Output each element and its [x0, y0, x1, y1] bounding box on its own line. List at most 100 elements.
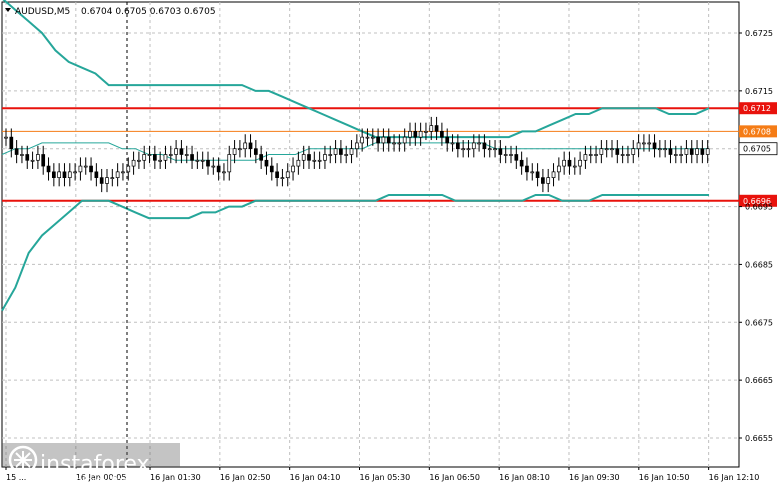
current-price-tag — [738, 142, 778, 156]
candle-body — [264, 159, 269, 167]
candle-body — [275, 171, 279, 178]
candle-body — [551, 171, 556, 178]
candle-body — [615, 148, 620, 155]
candle-body — [663, 148, 668, 151]
candle-body — [493, 148, 497, 151]
x-tick-label: 16 Jan 12:10 — [709, 473, 760, 482]
candle-body — [115, 171, 120, 178]
current-price-label: 0.6705 — [743, 145, 771, 154]
candle-body — [642, 142, 646, 145]
candle-body — [647, 142, 652, 145]
candle-body — [466, 148, 471, 151]
candle-body — [339, 148, 343, 155]
candle-body — [51, 171, 56, 178]
candle-body — [413, 131, 418, 138]
candle-body — [604, 148, 609, 151]
candle-body — [253, 148, 258, 155]
y-tick-label: 0.6725 — [745, 29, 773, 38]
candle-body — [179, 148, 184, 155]
x-tick-label: 16 Jan 08:10 — [499, 473, 550, 482]
candle-body — [163, 154, 168, 161]
candle-body — [211, 165, 216, 168]
candle-body — [689, 148, 694, 155]
candle-body — [626, 154, 630, 156]
candle-body — [700, 148, 705, 155]
candle-body — [514, 154, 519, 161]
candle-body — [57, 171, 62, 178]
candle-body — [392, 142, 396, 145]
candle-body — [556, 165, 561, 173]
candle-body — [62, 171, 67, 178]
candle-body — [503, 154, 508, 156]
candle-body — [620, 154, 625, 156]
candle-body — [126, 165, 131, 173]
candle-body — [238, 148, 242, 151]
x-tick-label: 16 Jan 00:05 — [76, 473, 127, 482]
candle-body — [41, 154, 46, 167]
symbol-label: AUDUSD,M5 — [15, 7, 70, 17]
candle-body — [631, 148, 636, 155]
watermark-brand: instaforex — [40, 452, 150, 477]
y-tick-label: 0.6695 — [745, 203, 773, 212]
candle-body — [610, 148, 614, 151]
level-price-tag — [739, 125, 777, 138]
candle-body — [190, 154, 194, 161]
candle-body — [200, 159, 205, 162]
x-tick-label: 16 Jan 09:30 — [569, 473, 620, 482]
candle-body — [323, 154, 327, 161]
candle-body — [328, 154, 333, 156]
bollinger-upper-line — [2, 0, 710, 139]
candle-body — [509, 154, 513, 156]
candle-body — [232, 148, 237, 155]
candle-body — [525, 165, 529, 173]
candle-body — [567, 159, 572, 167]
candle-body — [519, 159, 524, 167]
candle-body — [668, 148, 673, 155]
symbol-dropdown-icon[interactable] — [5, 8, 11, 12]
candle-body — [477, 142, 481, 145]
candle-body — [471, 142, 476, 150]
x-tick-label: 16 Jan 01:30 — [150, 473, 201, 482]
candle-body — [296, 159, 301, 167]
candle-body — [636, 142, 641, 150]
candle-body — [174, 148, 178, 155]
y-tick-label: 0.6665 — [745, 376, 773, 385]
candle-body — [408, 131, 412, 138]
logo-burst-icon — [14, 451, 32, 469]
level-price-label: 0.6696 — [743, 197, 771, 206]
candle-body — [360, 136, 365, 144]
candle-body — [67, 171, 72, 178]
candle-body — [572, 165, 577, 168]
watermark-backdrop — [2, 443, 180, 467]
candle-body — [4, 136, 8, 139]
candle-body — [679, 154, 683, 156]
candle-body — [594, 154, 598, 156]
level-price-tag — [739, 194, 777, 207]
candle-body — [445, 136, 450, 144]
candle-body — [248, 142, 253, 150]
level-price-label: 0.6708 — [743, 127, 771, 136]
level-price-tag — [739, 102, 777, 115]
candle-body — [131, 159, 136, 167]
candle-body — [9, 136, 14, 150]
candle-body — [280, 177, 285, 179]
candle-body — [110, 177, 115, 179]
candle-body — [184, 154, 189, 156]
candle-body — [440, 131, 444, 138]
x-tick-label: 16 Jan 02:50 — [220, 473, 271, 482]
x-tick-label: 15 ... — [6, 473, 26, 482]
candle-body — [259, 154, 264, 161]
candles — [4, 116, 710, 193]
candle-body — [397, 142, 402, 145]
candle-body — [365, 136, 370, 139]
candle-body — [424, 131, 428, 133]
candle-body — [381, 136, 386, 144]
candle-body — [657, 148, 662, 151]
time-axis: 15 ... 16 Jan 00:05 16 Jan 01:30 16 Jan 02:… — [5, 467, 760, 482]
y-tick-label: 0.6655 — [745, 434, 773, 443]
candle-body — [652, 142, 657, 150]
candle-body — [673, 154, 678, 156]
candle-body — [461, 148, 466, 151]
y-tick-label: 0.6675 — [745, 318, 773, 327]
